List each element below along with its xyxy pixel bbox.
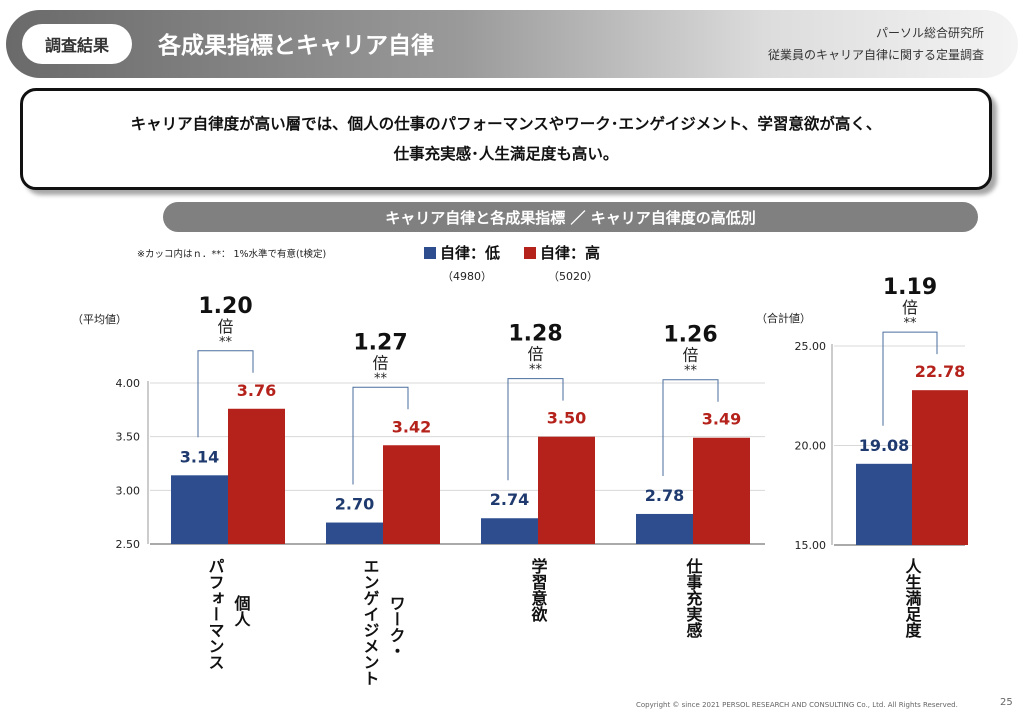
- ratio-unit-0-2: 倍: [527, 345, 543, 364]
- data-label-high-0-3: 3.49: [702, 410, 741, 429]
- bar-low-0-1: [326, 522, 383, 544]
- summary-line-2: 仕事充実感･人生満足度も高い。: [393, 145, 619, 163]
- significance-note: ※カッコ内はｎ．**： 1%水準で有意(t検定): [137, 249, 327, 260]
- summary-box: キャリア自律度が高い層では、個人の仕事のパフォーマンスやワーク･エンゲイジメント…: [20, 88, 992, 190]
- data-label-high-0-0: 3.76: [237, 381, 276, 400]
- ratio-value-0-1: 1.27: [353, 330, 407, 355]
- significance-bracket-0-3: [662, 379, 719, 476]
- bar-high-0-2: [538, 436, 595, 544]
- significance-mark-1-0: **: [904, 316, 918, 331]
- page-title: 各成果指標とキャリア自律: [158, 33, 434, 59]
- significance-bracket-0-1: [352, 386, 409, 485]
- category-label-0-2-0: 学習意欲: [529, 557, 549, 623]
- y-tick-label-1-1: 20.00: [795, 440, 827, 453]
- header-bar: [6, 10, 1018, 78]
- section-badge: 調査結果: [22, 24, 132, 64]
- y-tick-label-0-2: 3.50: [116, 431, 141, 444]
- legend-high-swatch: [524, 247, 536, 259]
- category-label-0-1-0: エンゲイジメント: [361, 558, 380, 686]
- survey-name: 従業員のキャリア自律に関する定量調査: [767, 48, 984, 62]
- legend-high-label: 自律：高: [540, 244, 601, 262]
- category-label-0-0-1: 個人: [232, 594, 252, 627]
- y-tick-label-0-3: 4.00: [116, 377, 141, 390]
- legend-low-swatch: [424, 247, 436, 259]
- category-label-0-1-1: ワーク・: [387, 595, 406, 659]
- ratio-value-0-3: 1.26: [663, 323, 717, 348]
- data-label-low-0-2: 2.74: [490, 490, 529, 509]
- bar-high-0-1: [383, 445, 440, 544]
- data-label-high-0-1: 3.42: [392, 417, 431, 436]
- significance-mark-0-0: **: [219, 335, 233, 350]
- chart-banner: キャリア自律と各成果指標 ／ キャリア自律度の高低別: [163, 202, 978, 232]
- data-label-low-0-1: 2.70: [335, 495, 374, 514]
- data-label-low-0-3: 2.78: [645, 486, 684, 505]
- category-label-1-0-0: 人生満足度: [903, 558, 922, 639]
- ratio-value-0-2: 1.28: [508, 322, 562, 347]
- y-axis-label-0: （平均値）: [72, 313, 127, 326]
- data-label-low-0-0: 3.14: [180, 447, 219, 466]
- data-label-low-1-0: 19.08: [859, 436, 910, 455]
- data-label-high-1-0: 22.78: [915, 362, 966, 381]
- bar-high-0-3: [693, 437, 750, 544]
- bar-low-0-2: [481, 518, 538, 544]
- bar-low-0-0: [171, 475, 228, 544]
- copyright: Copyright © since 2021 PERSOL RESEARCH A…: [636, 701, 958, 709]
- significance-mark-0-2: **: [529, 363, 543, 378]
- category-label-0-0-0: パフォーマンス: [206, 558, 225, 670]
- significance-bracket-0-2: [507, 378, 564, 481]
- significance-bracket-0-0: [197, 350, 254, 438]
- category-label-0-3-0: 仕事充実感: [684, 557, 704, 639]
- bar-high-0-0: [228, 408, 285, 544]
- data-label-high-0-2: 3.50: [547, 409, 586, 428]
- summary-line-1: キャリア自律度が高い層では、個人の仕事のパフォーマンスやワーク･エンゲイジメント…: [130, 115, 882, 133]
- ratio-unit-0-1: 倍: [372, 353, 388, 372]
- ratio-unit-0-3: 倍: [682, 346, 698, 365]
- legend-low-label: 自律：低: [440, 244, 501, 262]
- ratio-unit-1-0: 倍: [902, 298, 918, 317]
- bar-high-1-0: [912, 390, 968, 545]
- legend-high-n: （5020）: [548, 270, 598, 283]
- significance-mark-0-1: **: [374, 371, 388, 386]
- y-tick-label-0-1: 3.00: [116, 484, 141, 497]
- y-axis-label-1: （合計値）: [756, 311, 811, 325]
- significance-mark-0-3: **: [684, 364, 698, 379]
- y-tick-label-1-2: 25.00: [795, 340, 827, 353]
- page-number: 25: [1000, 697, 1013, 708]
- y-tick-label-0-0: 2.50: [116, 538, 141, 551]
- bar-low-1-0: [856, 463, 912, 545]
- ratio-unit-0-0: 倍: [217, 317, 233, 336]
- ratio-value-1-0: 1.19: [883, 275, 937, 300]
- organization-name: パーソル総合研究所: [875, 26, 984, 40]
- legend-low-n: （4980）: [442, 270, 492, 283]
- bar-low-0-3: [636, 513, 693, 544]
- significance-bracket-1-0: [882, 331, 938, 426]
- ratio-value-0-0: 1.20: [198, 294, 252, 319]
- y-tick-label-1-0: 15.00: [795, 539, 827, 552]
